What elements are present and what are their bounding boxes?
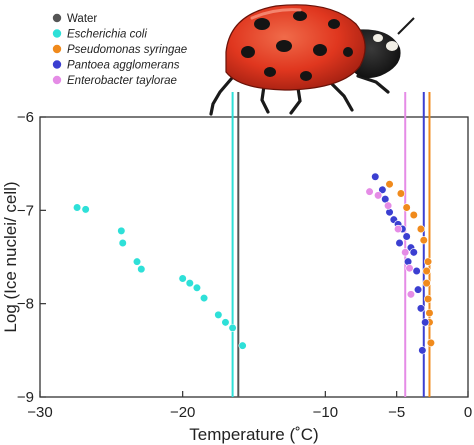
data-point-series-2 [423, 294, 433, 304]
legend-label: Enterobacter taylorae [67, 75, 177, 87]
data-point-series-2 [409, 210, 418, 220]
x-tick-label: −30 [27, 404, 52, 421]
data-point-series-1 [238, 341, 247, 350]
data-point-series-1 [228, 323, 237, 333]
data-point-series-2 [385, 180, 394, 189]
data-point-series-3 [421, 318, 430, 327]
data-point-series-3 [409, 248, 418, 257]
data-point-series-1 [221, 318, 230, 327]
data-point-series-3 [402, 232, 411, 241]
x-tick-label: 0 [464, 404, 472, 421]
y-axis-title: Log (Ice nuclei/ cell) [1, 181, 20, 332]
y-tick-label: −8 [17, 296, 34, 313]
data-point-series-4 [393, 224, 403, 234]
data-point-series-3 [395, 238, 404, 248]
x-tick-label: −10 [313, 404, 338, 421]
data-point-series-2 [396, 189, 406, 198]
legend-label: Pantoea agglomerans [67, 60, 180, 72]
data-point-series-2 [419, 236, 428, 245]
threshold-lines [231, 92, 431, 397]
data-point-series-1 [132, 257, 142, 266]
data-point-series-1 [137, 265, 146, 274]
data-point-series-3 [412, 266, 421, 276]
data-point-series-4 [374, 191, 383, 200]
data-point-series-1 [81, 205, 90, 214]
legend-marker [52, 60, 62, 69]
data-point-series-4 [401, 248, 410, 257]
data-point-series-1 [192, 283, 202, 292]
ladybug-illustration [209, 4, 415, 116]
data-point-series-2 [402, 203, 411, 212]
legend: Water Escherichia coli Pseudomonas syringa… [52, 13, 187, 87]
data-point-series-4 [384, 201, 393, 210]
data-point-series-2 [422, 279, 431, 288]
data-point-series-3 [418, 346, 427, 355]
legend-label: Escherichia coli [67, 29, 147, 41]
data-point-series-1 [214, 310, 223, 319]
x-axis-ticks: −30 −20 −10 −5 0 [27, 391, 472, 421]
data-point-series-4 [405, 264, 414, 273]
data-point-series-3 [413, 285, 423, 294]
data-point-series-1 [118, 238, 127, 248]
data-point-series-1 [72, 203, 82, 212]
legend-marker [52, 75, 62, 85]
data-point-series-1 [178, 274, 187, 283]
y-tick-label: −6 [17, 109, 34, 126]
data-point-series-2 [423, 257, 433, 266]
data-point-series-2 [426, 338, 436, 347]
data-point-series-1 [117, 226, 126, 235]
y-tick-label: −9 [17, 389, 34, 406]
data-point-series-2 [422, 266, 431, 276]
x-tick-label: −5 [388, 404, 405, 421]
data-point-series-4 [406, 290, 416, 299]
legend-label: Water [67, 13, 97, 25]
data-point-series-4 [365, 187, 374, 196]
plot-frame [39, 116, 469, 398]
y-tick-label: −7 [17, 202, 34, 219]
legend-marker [52, 44, 62, 54]
data-point-series-3 [371, 172, 380, 181]
data-point-series-2 [425, 308, 434, 318]
legend-label: Pseudomonas syringae [67, 44, 187, 56]
data-point-series-1 [199, 293, 209, 303]
data-point-series-1 [185, 279, 194, 288]
data-point-series-3 [378, 185, 387, 194]
data-point-series-3 [416, 304, 426, 313]
legend-marker [52, 29, 62, 38]
x-axis-title: Temperature (˚C) [189, 425, 318, 444]
legend-marker [52, 13, 62, 23]
y-axis-ticks: −9 −8 −7 −6 [17, 109, 46, 406]
data-points [72, 172, 436, 355]
data-point-series-2 [416, 224, 426, 234]
x-tick-label: −20 [170, 404, 195, 421]
